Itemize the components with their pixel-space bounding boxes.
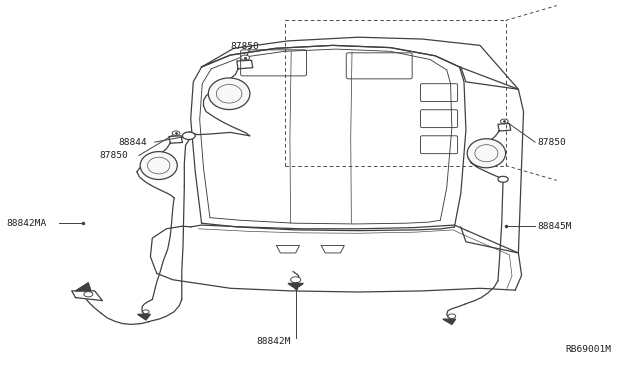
- Ellipse shape: [140, 152, 177, 179]
- Polygon shape: [76, 283, 91, 291]
- Text: 87850: 87850: [538, 138, 566, 147]
- Text: 87850: 87850: [230, 42, 259, 51]
- Circle shape: [498, 176, 508, 182]
- Circle shape: [241, 55, 250, 60]
- Text: 87850: 87850: [99, 151, 128, 160]
- Circle shape: [182, 132, 195, 140]
- Text: RB69001M: RB69001M: [565, 345, 611, 354]
- Text: 88845M: 88845M: [538, 222, 572, 231]
- Circle shape: [291, 277, 301, 283]
- Text: 88844: 88844: [118, 138, 147, 147]
- Circle shape: [84, 292, 93, 297]
- Circle shape: [172, 131, 180, 135]
- Circle shape: [500, 119, 508, 124]
- Text: 88842MA: 88842MA: [6, 219, 47, 228]
- Circle shape: [143, 310, 149, 314]
- Text: 88842M: 88842M: [256, 337, 291, 346]
- Polygon shape: [443, 319, 456, 324]
- Ellipse shape: [467, 139, 506, 168]
- Ellipse shape: [148, 157, 170, 174]
- Ellipse shape: [209, 78, 250, 109]
- Ellipse shape: [216, 84, 242, 103]
- Polygon shape: [138, 314, 150, 320]
- Ellipse shape: [475, 145, 498, 162]
- Polygon shape: [288, 283, 303, 289]
- Circle shape: [448, 314, 456, 318]
